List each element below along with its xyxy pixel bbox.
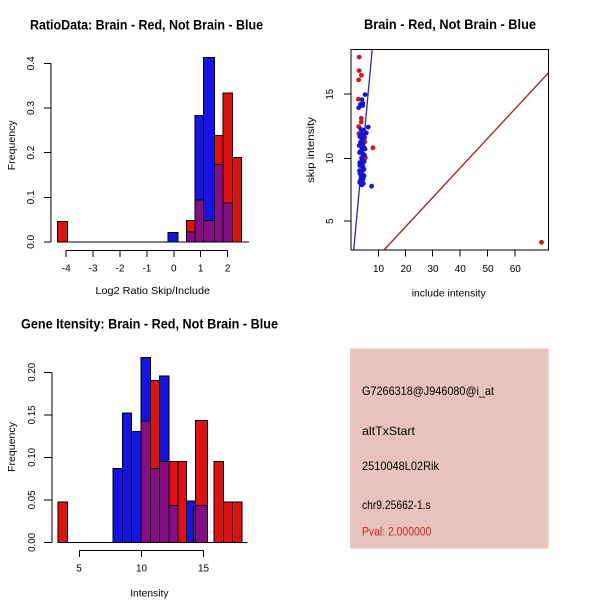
svg-text:40: 40	[455, 264, 467, 275]
svg-text:-4: -4	[62, 264, 71, 275]
svg-text:Log2 Ratio Skip/Include: Log2 Ratio Skip/Include	[96, 285, 211, 297]
svg-text:1: 1	[198, 264, 204, 275]
svg-text:50: 50	[482, 264, 494, 275]
svg-text:30: 30	[427, 264, 439, 275]
svg-text:skip intensity: skip intensity	[305, 116, 317, 183]
svg-text:0: 0	[171, 264, 177, 275]
svg-text:0.15: 0.15	[27, 405, 38, 424]
svg-text:10: 10	[136, 564, 148, 575]
svg-text:60: 60	[510, 264, 522, 275]
svg-text:Frequency: Frequency	[6, 421, 18, 472]
svg-text:Pval: 2.000000: Pval: 2.000000	[362, 525, 432, 539]
svg-text:Intensity: Intensity	[130, 588, 169, 600]
svg-text:-2: -2	[116, 264, 125, 275]
svg-text:0.10: 0.10	[27, 447, 38, 466]
svg-text:0.05: 0.05	[27, 490, 38, 509]
svg-text:10: 10	[373, 264, 385, 275]
svg-text:0.2: 0.2	[26, 145, 37, 159]
svg-text:5: 5	[325, 218, 336, 224]
svg-text:0.0: 0.0	[26, 234, 37, 248]
svg-text:0.20: 0.20	[27, 362, 38, 381]
svg-text:Gene Itensity: Brain - Red, No: Gene Itensity: Brain - Red, Not Brain - …	[21, 316, 278, 332]
svg-text:include intensity: include intensity	[412, 288, 487, 300]
svg-text:2510048L02Rik: 2510048L02Rik	[362, 459, 440, 473]
svg-text:RatioData: Brain - Red, Not Br: RatioData: Brain - Red, Not Brain - Blue	[30, 16, 263, 32]
svg-text:5: 5	[76, 564, 82, 575]
svg-text:15: 15	[198, 564, 210, 575]
svg-text:2: 2	[225, 264, 231, 275]
svg-text:G7266318@J946080@i_at: G7266318@J946080@i_at	[362, 384, 495, 398]
svg-text:Frequency: Frequency	[6, 120, 18, 171]
svg-text:20: 20	[400, 264, 412, 275]
svg-text:15: 15	[325, 89, 336, 100]
svg-text:-3: -3	[89, 264, 98, 275]
svg-text:10: 10	[325, 153, 336, 164]
svg-text:0.4: 0.4	[26, 56, 37, 70]
svg-text:altTxStart: altTxStart	[362, 424, 416, 438]
svg-text:0.3: 0.3	[26, 101, 37, 115]
svg-text:Brain - Red, Not Brain - Blue: Brain - Red, Not Brain - Blue	[364, 16, 536, 32]
svg-text:-1: -1	[142, 264, 151, 275]
svg-text:0.1: 0.1	[26, 190, 37, 204]
svg-text:chr9.25662-1.s: chr9.25662-1.s	[362, 498, 431, 512]
svg-text:0.00: 0.00	[27, 532, 38, 551]
